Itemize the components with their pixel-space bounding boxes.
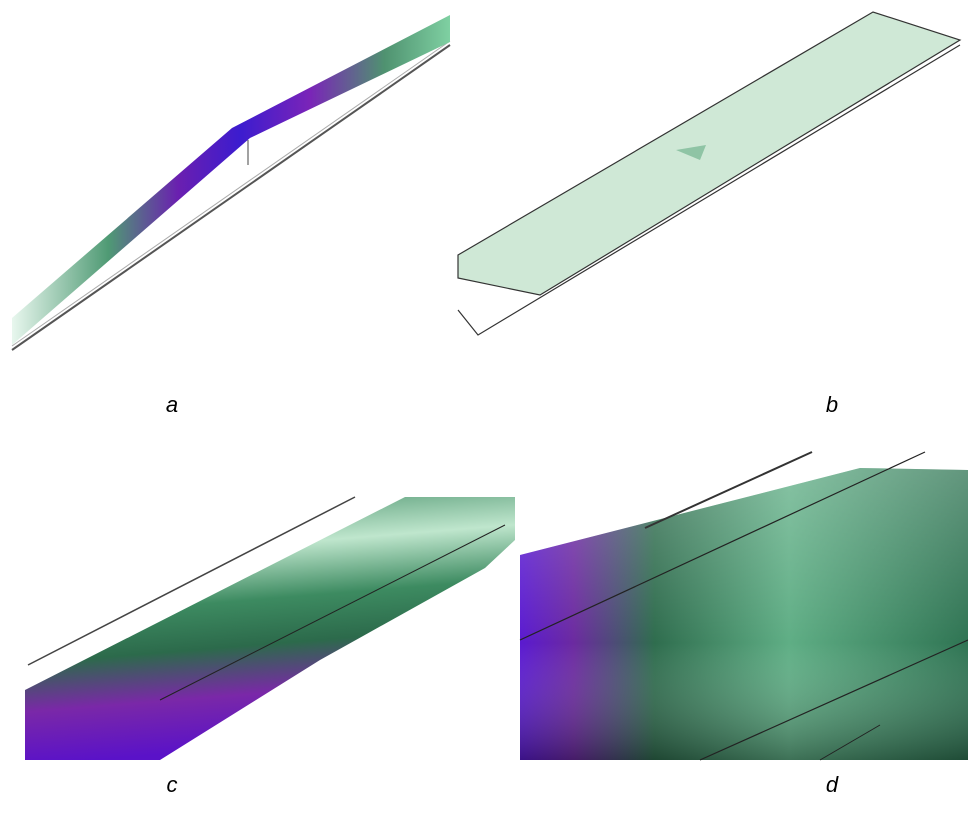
panel-c [25,497,515,760]
panel-a [12,15,450,350]
panel-d [520,452,968,760]
panel-label: d [826,772,839,797]
panel-label: a [166,392,178,417]
panel-label: c [167,772,178,797]
figure: a b c d [0,0,968,825]
panel-label: b [826,392,838,417]
panel-b [458,12,960,335]
